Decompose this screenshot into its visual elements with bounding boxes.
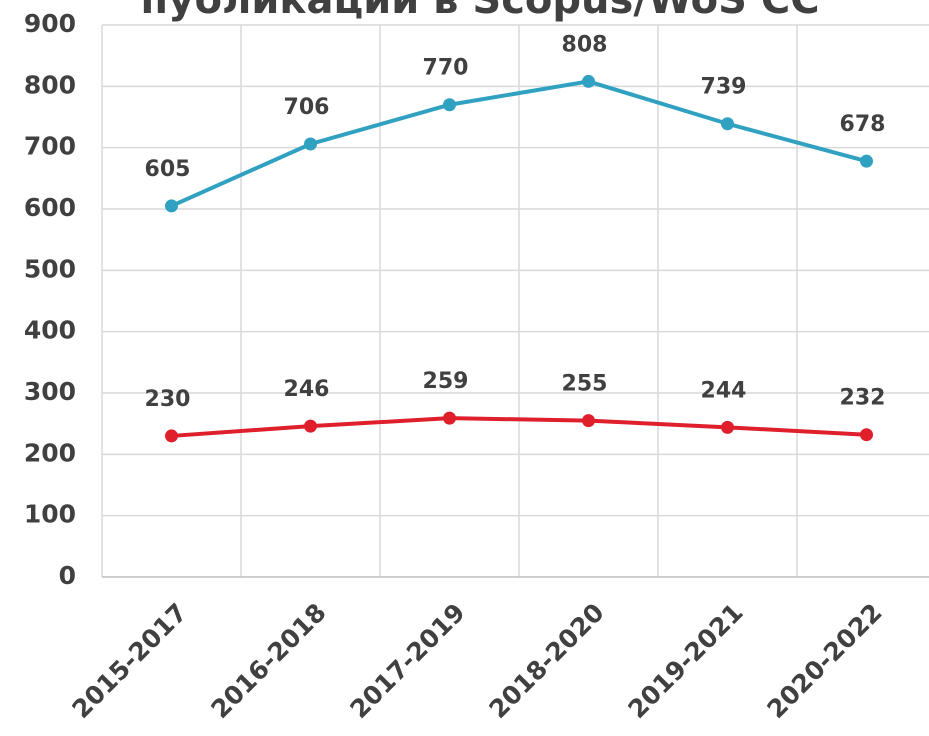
point [860, 154, 873, 168]
chart-title: публикации в Scopus/WoS CC [140, 0, 819, 23]
data-label: 808 [562, 32, 608, 57]
point [582, 74, 595, 88]
y-tick-label: 300 [24, 377, 76, 406]
x-tick-label: 2016-2018 [205, 598, 331, 724]
data-label: 255 [562, 372, 608, 397]
y-tick-label: 0 [59, 561, 76, 590]
y-tick-label: 700 [24, 132, 76, 161]
point [860, 428, 873, 442]
point [721, 117, 734, 131]
data-label: 230 [145, 387, 191, 412]
x-tick-label: 2017-2019 [344, 598, 470, 724]
x-tick-label: 2020-2022 [761, 598, 887, 724]
point [304, 419, 317, 433]
series-line [170, 79, 868, 208]
point [582, 414, 595, 428]
y-tick-label: 900 [24, 9, 76, 38]
data-label: 259 [423, 369, 469, 394]
data-label: 770 [423, 56, 469, 81]
y-tick-label: 200 [24, 438, 76, 467]
y-tick-label: 600 [24, 193, 76, 222]
data-label: 232 [840, 386, 886, 411]
y-tick-label: 100 [24, 500, 76, 529]
data-label: 244 [701, 378, 747, 403]
point [443, 98, 456, 112]
series-line [171, 416, 867, 438]
y-tick-label: 800 [24, 70, 76, 99]
point [443, 411, 456, 425]
x-tick-label: 2018-2020 [483, 598, 609, 724]
x-tick-label: 2019-2021 [622, 598, 748, 724]
point [721, 420, 734, 434]
data-label: 678 [840, 112, 886, 137]
y-tick-label: 400 [24, 316, 76, 345]
point [165, 429, 178, 443]
point [165, 199, 178, 213]
data-label: 706 [284, 95, 330, 120]
x-tick-label: 2015-2017 [66, 598, 192, 724]
data-label: 605 [145, 157, 191, 182]
data-label: 246 [284, 377, 330, 402]
data-label: 739 [701, 75, 747, 100]
point [304, 137, 317, 151]
y-tick-label: 500 [24, 254, 76, 283]
